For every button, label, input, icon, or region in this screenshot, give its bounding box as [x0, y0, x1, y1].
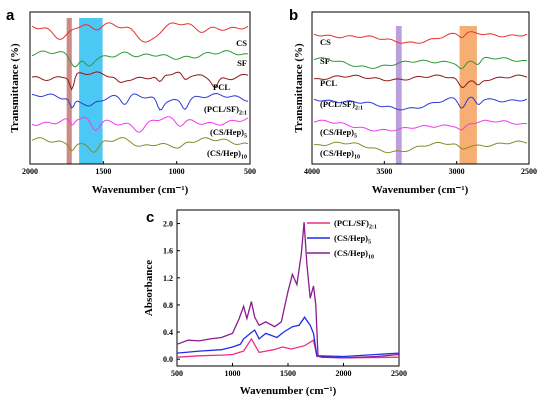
panel-c-legend-label-2: (CS/Hep)10 [334, 248, 374, 261]
panel-c-y-tick-label-5: 2.0 [163, 220, 173, 229]
panel-b-spectrum-3 [313, 96, 528, 111]
panel-c: c 0.0 0.4 0.8 1.2 1.6 2.0 (PCL/SF)2:1 (CS/Hep)… [143, 209, 407, 397]
panel-b-tick-label-4000: 4000 [304, 167, 320, 176]
panel-c-tick-label-1500: 1500 [280, 369, 296, 378]
panel-c-spectra [176, 222, 400, 359]
panel-b-label-1: SF [320, 56, 330, 66]
panel-a-spectrum-3 [31, 92, 249, 111]
panel-a-label-2: PCL [213, 82, 230, 92]
panel-c-letter: c [146, 209, 154, 226]
panel-a-spectrum-1 [31, 50, 249, 68]
panel-a-label-3: (PCL/SF)2:1 [204, 104, 247, 117]
panel-a-spectrum-2 [31, 71, 249, 91]
panel-a-highlight-bands [66, 18, 103, 164]
panel-b: b CSSFPCL(PCL/SF)2:1(CS/Hep)5(CS/Hep)10 … [289, 7, 537, 196]
panel-c-tick-label-500: 500 [171, 369, 183, 378]
panel-c-legend-label-1: (CS/Hep)5 [334, 233, 371, 246]
panel-c-y-tick-label-3: 1.2 [163, 274, 173, 283]
panel-b-spectrum-2 [313, 74, 528, 89]
panel-b-label-3: (PCL/SF)2:1 [320, 99, 363, 112]
panel-c-tick-label-2000: 2000 [336, 369, 352, 378]
panel-b-highlight-bands [395, 26, 477, 164]
panel-b-x-ticks: 4000 3500 3000 2500 [304, 161, 537, 176]
panel-a-label-5: (CS/Hep)10 [207, 148, 247, 161]
panel-c-tick-label-1000: 1000 [225, 369, 241, 378]
panel-a-letter: a [6, 7, 15, 24]
panel-a-tick-label-500: 500 [244, 167, 256, 176]
panel-b-letter: b [289, 7, 298, 24]
panel-b-plot-frame [311, 11, 530, 165]
panel-a-spectrum-5 [31, 137, 249, 153]
panel-c-y-tick-label-2: 0.8 [163, 301, 173, 310]
panel-b-y-axis-title: Transmittance (%) [293, 43, 305, 133]
panel-b-tick-label-3500: 3500 [376, 167, 392, 176]
panel-b-spectrum-4 [313, 119, 528, 132]
panel-c-y-tick-label-1: 0.4 [163, 328, 173, 337]
panel-a-band-1 [79, 18, 103, 164]
panel-c-series-1 [176, 316, 400, 358]
panel-b-label-4: (CS/Hep)5 [320, 127, 357, 140]
panel-c-y-axis-title: Absorbance [143, 260, 155, 316]
panel-a-tick-label-2000: 2000 [22, 167, 38, 176]
panel-b-tick-label-3000: 3000 [449, 167, 465, 176]
panel-c-tick-label-2500: 2500 [391, 369, 407, 378]
panel-a-spectra [31, 22, 249, 153]
panel-b-spectra [313, 31, 528, 154]
panel-a-x-axis-title: Wavenumber (cm⁻¹) [92, 184, 189, 196]
panel-b-x-axis-title: Wavenumber (cm⁻¹) [372, 184, 469, 196]
panel-b-label-0: CS [320, 37, 331, 47]
panel-a-label-4: (CS/Hep)5 [210, 127, 247, 140]
panel-a-spectrum-4 [31, 116, 249, 133]
panel-b-label-2: PCL [320, 78, 337, 88]
panel-b-spectrum-0 [313, 31, 528, 44]
panel-c-x-axis-title: Wavenumber (cm⁻¹) [240, 385, 337, 397]
panel-b-series-labels: CS SF PCL (PCL/SF)2:1 (CS/Hep)5 (CS/Hep)10 [320, 37, 363, 161]
panel-a-band-0 [66, 18, 72, 164]
panel-a-spectrum-0 [31, 22, 249, 43]
panel-c-x-ticks: 500 1000 1500 2000 2500 [171, 363, 407, 378]
panel-c-series-2 [176, 222, 400, 359]
panel-a-label-0: CS [236, 38, 247, 48]
panel-a-series-labels: CS SF PCL (PCL/SF)2:1 (CS/Hep)5 (CS/Hep)10 [204, 38, 247, 161]
panel-a: a CSSFPCL(PCL/SF)2:1(CS/Hep)5(CS/Hep)10 … [6, 7, 256, 196]
panel-a-label-1: SF [237, 58, 247, 68]
panel-a-y-axis-title: Transmittance (%) [9, 43, 21, 133]
panel-b-tick-label-2500: 2500 [521, 167, 537, 176]
panel-c-legend: (PCL/SF)2:1 (CS/Hep)5 (CS/Hep)10 [307, 218, 377, 261]
panel-c-y-tick-label-0: 0.0 [163, 355, 173, 364]
panel-b-band-0 [395, 26, 402, 164]
panel-a-tick-label-1000: 1000 [169, 167, 185, 176]
panel-a-tick-label-1500: 1500 [95, 167, 111, 176]
panel-b-spectrum-5 [313, 140, 528, 154]
panel-a-x-ticks: 2000 1500 1000 500 [22, 161, 256, 176]
panel-c-y-tick-label-4: 1.6 [163, 247, 173, 256]
panel-b-band-1 [459, 26, 477, 164]
panel-b-label-5: (CS/Hep)10 [320, 148, 360, 161]
panel-c-legend-label-0: (PCL/SF)2:1 [334, 218, 377, 231]
panel-a-plot-frame [29, 11, 251, 165]
panel-b-spectrum-1 [313, 56, 528, 70]
